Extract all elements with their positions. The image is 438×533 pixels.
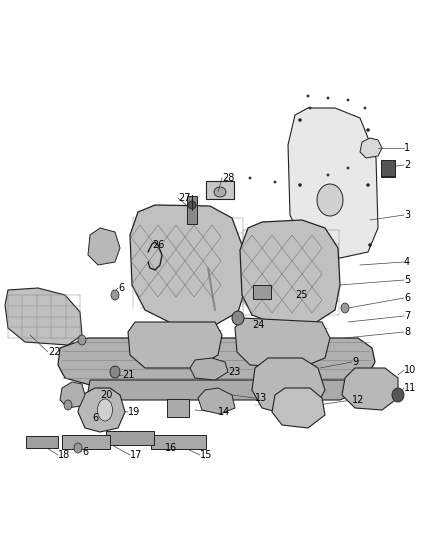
Polygon shape [240, 220, 340, 325]
Ellipse shape [317, 184, 343, 216]
Ellipse shape [188, 201, 196, 209]
Text: 27: 27 [178, 193, 191, 203]
Text: 4: 4 [404, 257, 410, 267]
Ellipse shape [232, 311, 244, 325]
Ellipse shape [64, 400, 72, 410]
Bar [26, 436, 58, 448]
Text: 7: 7 [404, 311, 410, 321]
Text: 11: 11 [404, 383, 416, 393]
Ellipse shape [364, 107, 366, 109]
Bar [206, 181, 234, 199]
Ellipse shape [327, 174, 329, 176]
Ellipse shape [299, 183, 301, 187]
Ellipse shape [327, 97, 329, 99]
Polygon shape [198, 388, 235, 414]
Bar [381, 163, 395, 177]
Ellipse shape [214, 187, 226, 197]
Text: 22: 22 [48, 347, 60, 357]
Polygon shape [60, 382, 85, 408]
Ellipse shape [367, 128, 370, 132]
Ellipse shape [347, 99, 349, 101]
Ellipse shape [299, 118, 301, 122]
Ellipse shape [384, 166, 392, 174]
Text: 13: 13 [255, 393, 267, 403]
Text: 14: 14 [218, 407, 230, 417]
Text: 16: 16 [165, 443, 177, 453]
Polygon shape [88, 228, 120, 265]
Ellipse shape [249, 177, 251, 179]
Bar [381, 160, 395, 176]
Ellipse shape [274, 181, 276, 183]
Polygon shape [78, 388, 125, 432]
Text: 19: 19 [128, 407, 140, 417]
Ellipse shape [368, 244, 371, 246]
Text: 10: 10 [404, 365, 416, 375]
Polygon shape [190, 358, 228, 380]
Ellipse shape [98, 399, 113, 421]
Ellipse shape [309, 107, 311, 109]
Polygon shape [130, 205, 245, 325]
Ellipse shape [347, 167, 349, 169]
Polygon shape [252, 358, 325, 415]
Ellipse shape [367, 183, 370, 187]
Text: 3: 3 [404, 210, 410, 220]
Text: 21: 21 [122, 370, 134, 380]
Bar [62, 435, 110, 449]
Text: 6: 6 [82, 447, 88, 457]
Ellipse shape [74, 443, 82, 453]
Text: 18: 18 [58, 450, 70, 460]
Polygon shape [5, 288, 82, 345]
Bar [151, 435, 205, 449]
Text: 6: 6 [92, 413, 98, 423]
Text: 17: 17 [130, 450, 142, 460]
Ellipse shape [307, 95, 309, 97]
Polygon shape [128, 322, 222, 368]
Polygon shape [272, 388, 325, 428]
Ellipse shape [392, 388, 404, 402]
Polygon shape [288, 108, 378, 258]
Text: 23: 23 [228, 367, 240, 377]
Bar [106, 431, 154, 445]
Polygon shape [58, 338, 375, 385]
Text: 9: 9 [352, 357, 358, 367]
Text: 15: 15 [200, 450, 212, 460]
Text: 8: 8 [404, 327, 410, 337]
Text: 6: 6 [404, 293, 410, 303]
Polygon shape [88, 380, 360, 400]
Text: 6: 6 [118, 283, 124, 293]
Bar [167, 399, 189, 417]
Ellipse shape [110, 366, 120, 378]
Text: 5: 5 [404, 275, 410, 285]
Polygon shape [360, 138, 382, 158]
Text: 24: 24 [252, 320, 265, 330]
Ellipse shape [341, 303, 349, 313]
Bar [253, 285, 271, 299]
Ellipse shape [111, 290, 119, 300]
Bar [187, 196, 197, 224]
Text: 26: 26 [152, 240, 164, 250]
Polygon shape [235, 318, 330, 368]
Ellipse shape [300, 246, 304, 249]
Ellipse shape [78, 335, 86, 345]
Text: 2: 2 [404, 160, 410, 170]
Text: 20: 20 [100, 390, 113, 400]
Text: 1: 1 [404, 143, 410, 153]
Polygon shape [342, 368, 398, 410]
Text: 25: 25 [295, 290, 307, 300]
Ellipse shape [192, 443, 198, 449]
Text: 28: 28 [222, 173, 234, 183]
Text: 12: 12 [352, 395, 364, 405]
